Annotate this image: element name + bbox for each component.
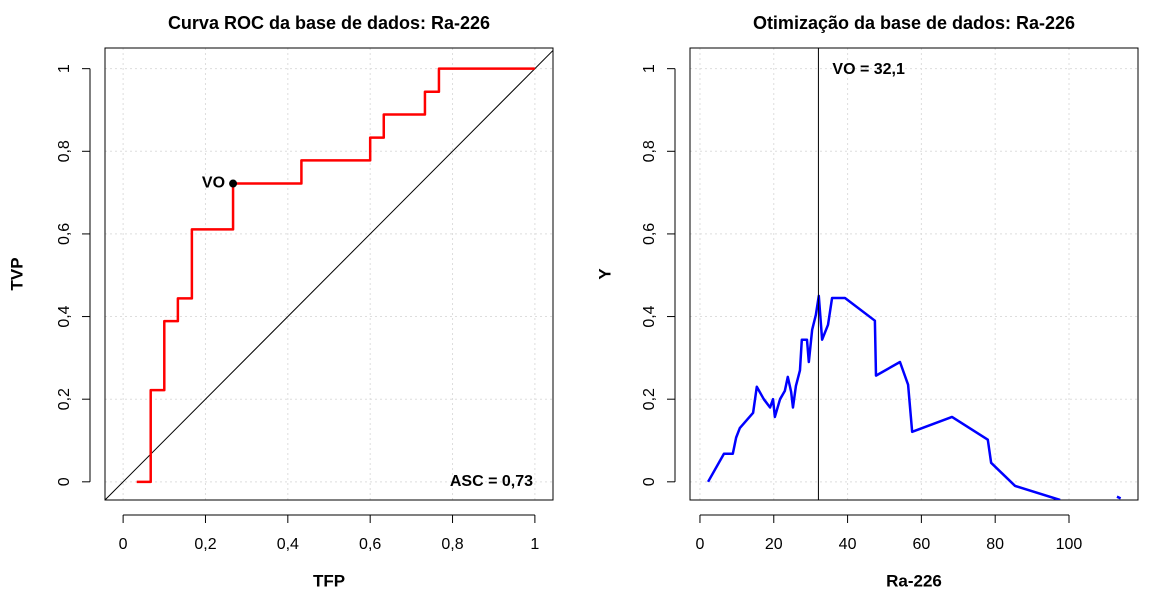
y-tick-label: 0,6 [56,223,73,245]
y-tick-label: 0,4 [56,305,73,327]
y-tick-label: 0,8 [641,140,658,162]
vline-label: VO = 32,1 [832,61,905,78]
y-tick-label: 0 [641,477,658,486]
y-tick-label: 1 [641,64,658,73]
y-tick-label: 0,8 [56,140,73,162]
y-tick-label: 0,4 [641,305,658,327]
x-tick-label: 1 [530,536,539,553]
series-line [706,294,1122,500]
plot-box [689,47,1139,501]
y-tick-label: 0,6 [641,223,658,245]
optimal-point [229,179,238,188]
diagonal [105,50,553,500]
x-tick-label: 0,4 [277,536,299,553]
x-axis-title: Ra-226 [886,571,942,590]
plot-area [706,294,1122,500]
x-tick-label: 60 [912,536,930,553]
x-tick-label: 0,6 [359,536,381,553]
x-tick-label: 0,8 [441,536,463,553]
y-tick-label: 0,2 [56,388,73,410]
x-tick-label: 20 [765,536,783,553]
x-tick-label: 0 [119,536,128,553]
x-tick-label: 80 [986,536,1004,553]
y-tick-label: 0 [56,477,73,486]
chart-title: Otimização da base de dados: Ra-226 [753,13,1075,33]
x-tick-label: 100 [1056,536,1083,553]
y-axis-title: Y [595,268,614,280]
y-tick-label: 1 [56,64,73,73]
x-axis-title: TFP [313,571,345,590]
x-tick-label: 0,2 [194,536,216,553]
point-label: VO [202,175,225,192]
plot-area [105,50,553,500]
plot-box [104,47,554,501]
series-line [136,67,535,484]
chart-title: Curva ROC da base de dados: Ra-226 [168,13,490,33]
annotation: ASC = 0,73 [450,473,533,490]
y-tick-label: 0,2 [641,388,658,410]
x-tick-label: 40 [839,536,857,553]
y-axis-title: TVP [7,257,26,290]
x-tick-label: 0 [696,536,705,553]
